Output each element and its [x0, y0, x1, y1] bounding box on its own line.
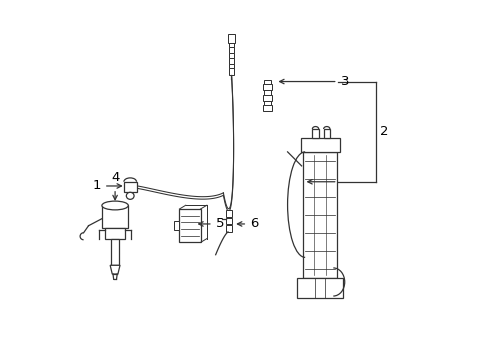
Bar [179, 209, 200, 242]
Bar [228, 58, 234, 64]
Bar [105, 228, 124, 239]
Ellipse shape [126, 192, 134, 199]
Polygon shape [110, 265, 120, 274]
Bar [228, 34, 234, 43]
Text: 3: 3 [341, 75, 349, 88]
Bar [229, 64, 233, 68]
Bar [262, 84, 271, 90]
Bar [264, 90, 270, 95]
Bar [323, 129, 329, 138]
Bar [225, 210, 231, 217]
Bar [102, 206, 128, 228]
Bar [312, 129, 318, 138]
Bar [262, 95, 271, 101]
Bar [111, 239, 119, 265]
Bar [300, 138, 339, 152]
Text: 1: 1 [92, 180, 101, 193]
Text: 2: 2 [379, 125, 387, 138]
Bar [225, 225, 231, 232]
Ellipse shape [102, 201, 128, 210]
Bar [297, 279, 343, 298]
Text: 6: 6 [250, 217, 258, 230]
Bar [262, 105, 271, 112]
Circle shape [264, 87, 269, 93]
Bar [264, 80, 270, 84]
Bar [225, 218, 231, 224]
Bar [123, 182, 136, 192]
Bar [174, 221, 179, 230]
Bar [228, 68, 234, 75]
Bar [228, 47, 234, 53]
Bar [229, 43, 233, 47]
Text: 4: 4 [111, 171, 119, 184]
Text: 5: 5 [215, 217, 224, 230]
Bar [264, 101, 270, 105]
Bar [229, 53, 233, 58]
Bar [303, 152, 336, 279]
